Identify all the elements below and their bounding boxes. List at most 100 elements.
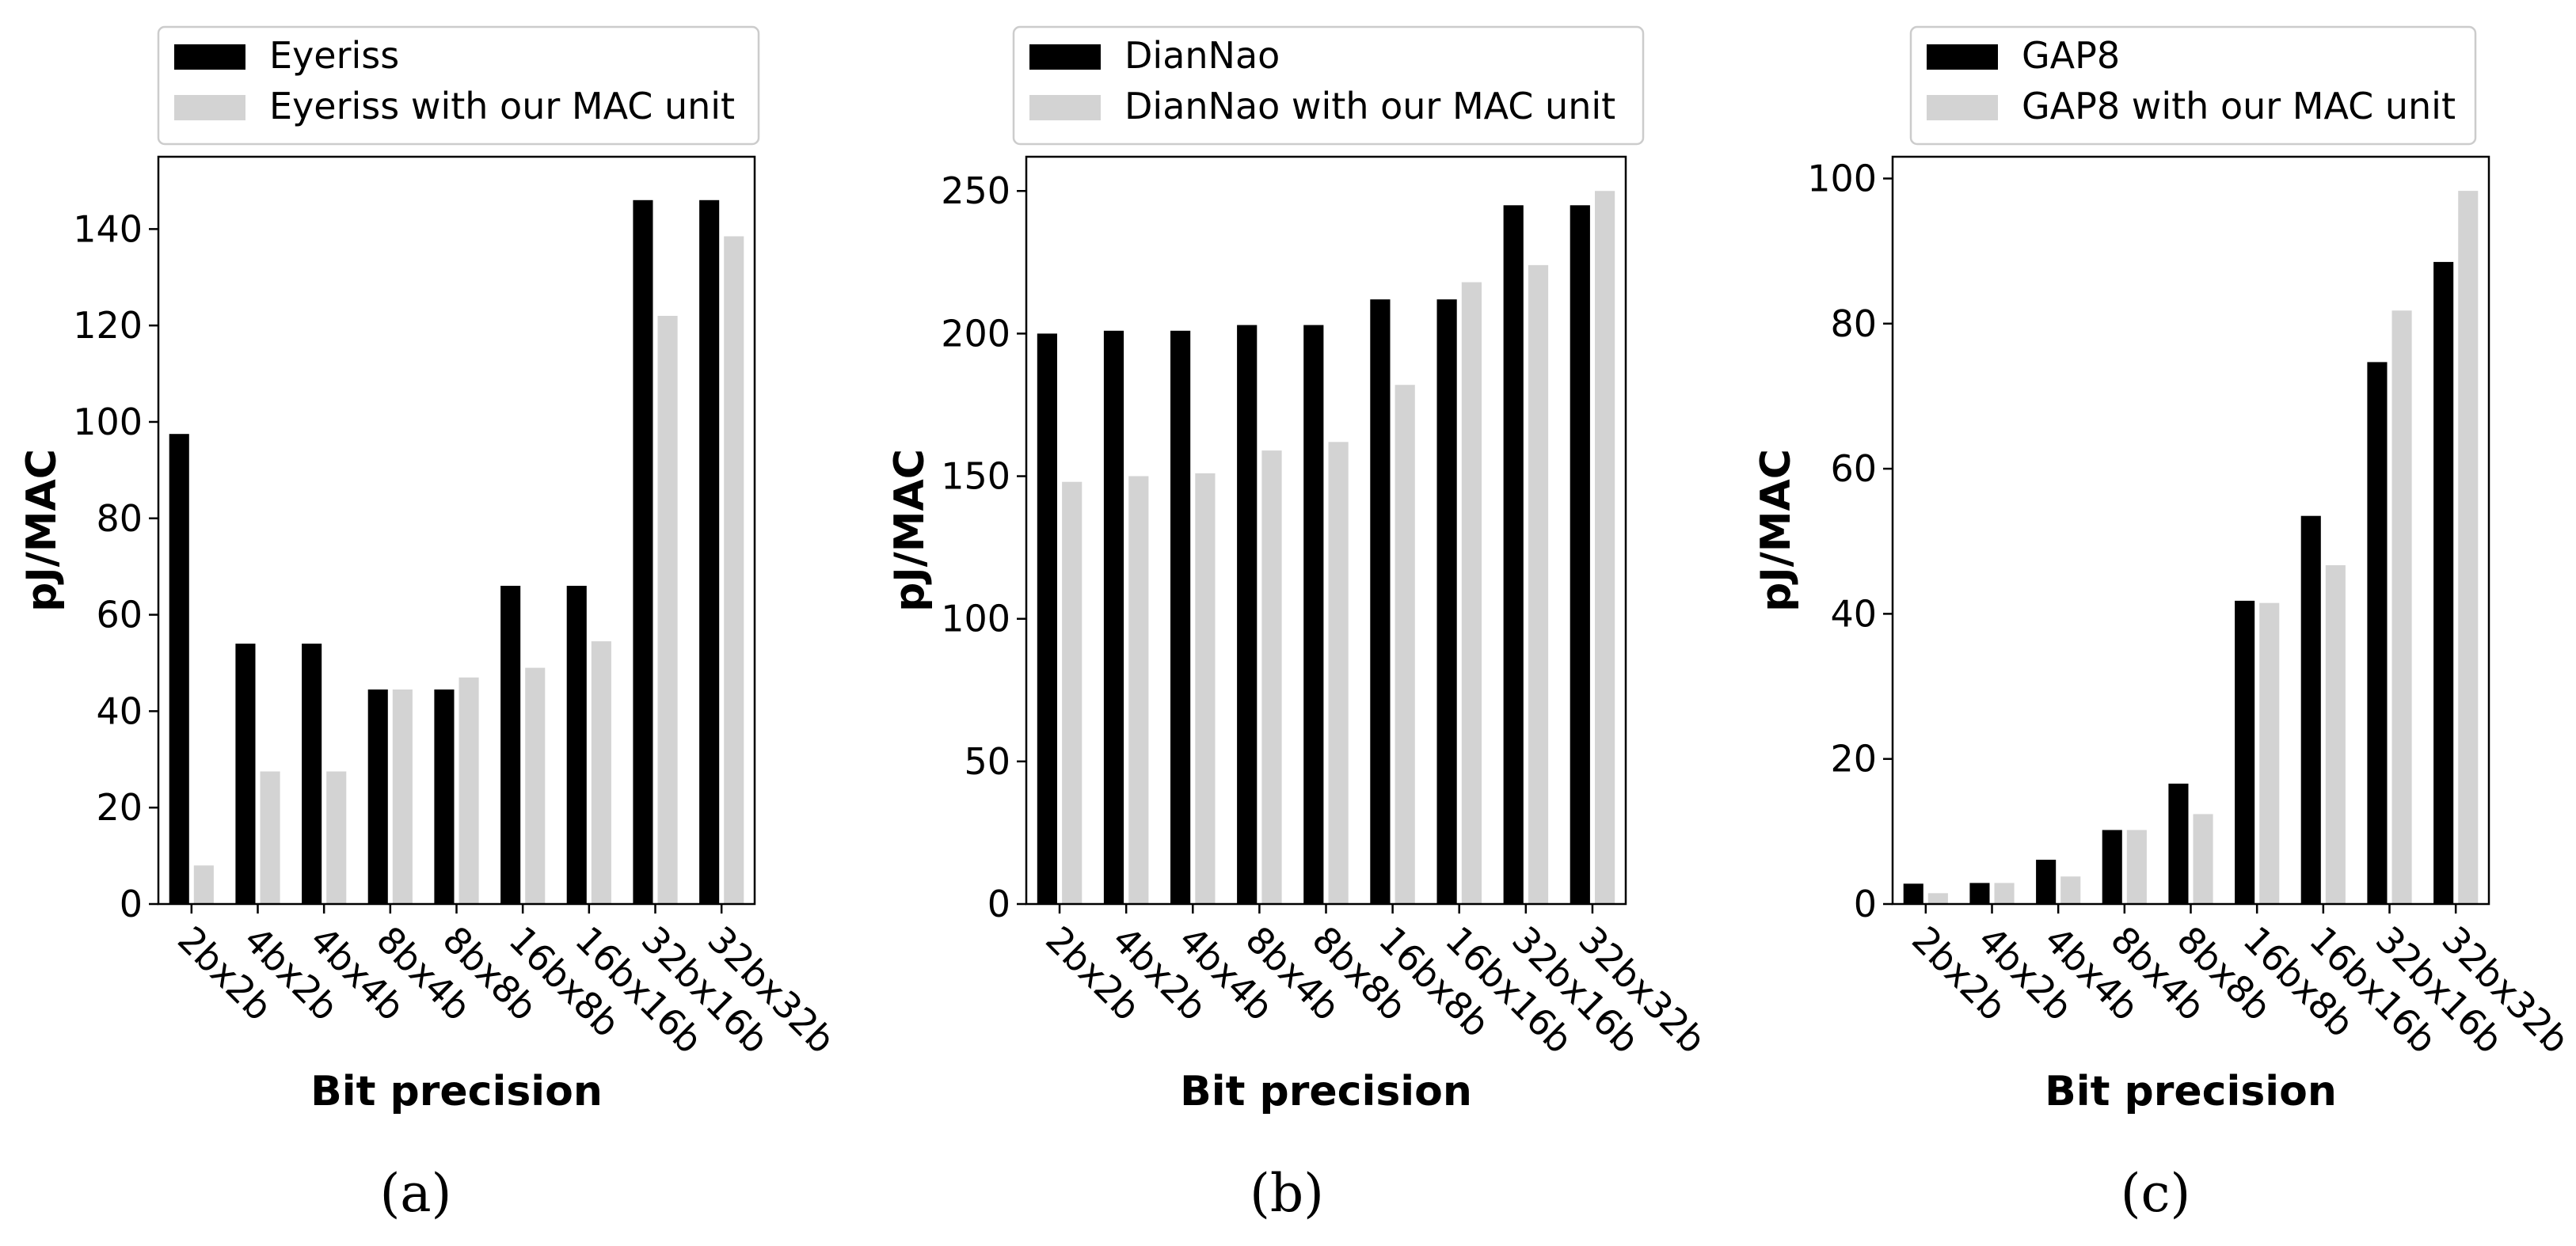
- y-tick-label: 200: [941, 312, 1010, 355]
- y-tick-label: 40: [96, 689, 143, 732]
- bar-baseline-8bx4b: [1237, 325, 1258, 905]
- legend-label: Eyeriss with our MAC unit: [269, 85, 735, 127]
- bar-ours-32bx32b: [1595, 191, 1615, 904]
- y-tick-label: 150: [941, 455, 1010, 498]
- y-tick-label: 80: [1830, 302, 1877, 345]
- y-tick-label: 40: [1830, 592, 1877, 635]
- bar-ours-32bx32b: [724, 236, 744, 904]
- bar-baseline-32bx32b: [2433, 261, 2454, 904]
- bar-ours-4bx2b: [260, 771, 280, 904]
- x-axis-title: Bit precision: [310, 1068, 603, 1115]
- bar-baseline-8bx4b: [2102, 830, 2122, 904]
- legend-swatch-ours: [1029, 95, 1101, 120]
- bar-baseline-8bx8b: [434, 689, 455, 904]
- y-tick-label: 60: [1830, 447, 1877, 490]
- y-tick-label: 250: [941, 169, 1010, 212]
- y-tick-label: 100: [73, 401, 143, 443]
- y-tick-label: 140: [73, 207, 143, 250]
- bar-baseline-32bx32b: [699, 199, 720, 905]
- chart-panel-a: 0204060801001201402bx2b4bx2b4bx4b8bx4b8b…: [18, 25, 843, 1224]
- y-tick-label: 50: [964, 740, 1010, 783]
- bar-ours-4bx4b: [1195, 473, 1216, 904]
- legend-label: DianNao: [1124, 34, 1280, 77]
- bar-ours-4bx4b: [326, 771, 347, 904]
- y-tick-label: 0: [120, 883, 143, 925]
- chart-panel-b: 0501001502002502bx2b4bx2b4bx4b8bx4b8bx8b…: [886, 25, 1714, 1224]
- y-tick-label: 100: [1807, 157, 1877, 199]
- legend-swatch-ours: [174, 95, 245, 120]
- bar-ours-8bx4b: [2126, 830, 2147, 904]
- bar-baseline-16bx8b: [500, 586, 521, 904]
- y-tick-label: 0: [1854, 883, 1877, 925]
- bar-baseline-4bx4b: [2036, 860, 2057, 904]
- legend-swatch-baseline: [174, 44, 245, 70]
- bar-ours-2bx2b: [1062, 481, 1083, 904]
- bar-baseline-32bx16b: [2367, 362, 2388, 904]
- bar-baseline-4bx2b: [235, 644, 256, 904]
- bar-ours-16bx8b: [525, 667, 546, 904]
- bar-ours-8bx4b: [1261, 450, 1282, 904]
- bar-ours-4bx4b: [2060, 876, 2081, 904]
- bar-baseline-8bx8b: [1303, 325, 1324, 905]
- bar-baseline-16bx16b: [2300, 515, 2321, 904]
- legend-box: [157, 25, 760, 146]
- panel-caption: (b): [1250, 1163, 1324, 1224]
- y-tick-label: 120: [73, 304, 143, 347]
- bar-ours-2bx2b: [1927, 893, 1948, 904]
- bar-ours-8bx4b: [392, 689, 413, 904]
- y-tick-label: 100: [941, 598, 1010, 640]
- y-tick-label: 0: [987, 883, 1010, 925]
- bar-baseline-2bx2b: [1037, 333, 1057, 904]
- panel-caption: (a): [380, 1163, 452, 1224]
- chart-panel-c: 0204060801002bx2b4bx2b4bx4b8bx4b8bx8b16b…: [1752, 25, 2576, 1224]
- bar-baseline-16bx8b: [1370, 299, 1391, 904]
- legend-swatch-ours: [1927, 95, 1998, 120]
- bar-ours-32bx16b: [2391, 310, 2412, 904]
- bar-ours-16bx8b: [2259, 602, 2280, 904]
- legend-label: DianNao with our MAC unit: [1124, 85, 1615, 127]
- bar-ours-16bx16b: [591, 641, 611, 904]
- x-axis-title: Bit precision: [1180, 1068, 1472, 1115]
- bar-baseline-4bx2b: [1969, 883, 1990, 904]
- bar-baseline-16bx16b: [566, 586, 587, 904]
- bar-baseline-8bx8b: [2168, 783, 2189, 904]
- bar-baseline-32bx16b: [633, 199, 653, 905]
- legend-swatch-baseline: [1029, 44, 1101, 70]
- legend-box: [1012, 25, 1645, 146]
- bar-baseline-8bx4b: [367, 689, 388, 904]
- legend-swatch-baseline: [1927, 44, 1998, 70]
- bar-ours-4bx2b: [1128, 476, 1149, 904]
- bar-ours-32bx16b: [657, 316, 678, 904]
- bar-ours-16bx8b: [1395, 385, 1415, 904]
- bar-baseline-16bx8b: [2235, 600, 2255, 904]
- bar-ours-8bx8b: [2193, 814, 2213, 904]
- y-tick-label: 80: [96, 497, 143, 540]
- y-tick-label: 60: [96, 594, 143, 636]
- bar-baseline-2bx2b: [169, 434, 189, 904]
- bar-baseline-2bx2b: [1903, 883, 1923, 904]
- bar-baseline-32bx32b: [1570, 205, 1590, 904]
- bar-ours-16bx16b: [1461, 282, 1482, 904]
- bar-baseline-4bx2b: [1103, 330, 1124, 904]
- bar-ours-32bx16b: [1528, 264, 1549, 904]
- x-axis-title: Bit precision: [2045, 1068, 2337, 1115]
- bar-ours-32bx32b: [2458, 191, 2479, 905]
- legend-label: GAP8: [2022, 34, 2120, 77]
- panel-caption: (c): [2121, 1163, 2190, 1224]
- bar-ours-16bx16b: [2325, 565, 2346, 904]
- legend: DianNao DianNao with our MAC unit: [1012, 25, 1645, 146]
- bar-ours-8bx8b: [1328, 442, 1349, 904]
- bar-ours-4bx2b: [1994, 883, 2015, 904]
- legend: Eyeriss Eyeriss with our MAC unit: [157, 25, 760, 146]
- legend-box: [1909, 25, 2477, 146]
- y-axis-title: pJ/MAC: [886, 449, 934, 612]
- bar-ours-8bx8b: [459, 677, 479, 904]
- legend-label: GAP8 with our MAC unit: [2022, 85, 2456, 127]
- bar-baseline-32bx16b: [1503, 205, 1524, 904]
- y-tick-label: 20: [1830, 738, 1877, 781]
- legend-label: Eyeriss: [269, 34, 399, 77]
- bar-baseline-16bx16b: [1436, 299, 1457, 904]
- legend: GAP8 GAP8 with our MAC unit: [1909, 25, 2477, 146]
- y-axis-title: pJ/MAC: [1752, 449, 1800, 612]
